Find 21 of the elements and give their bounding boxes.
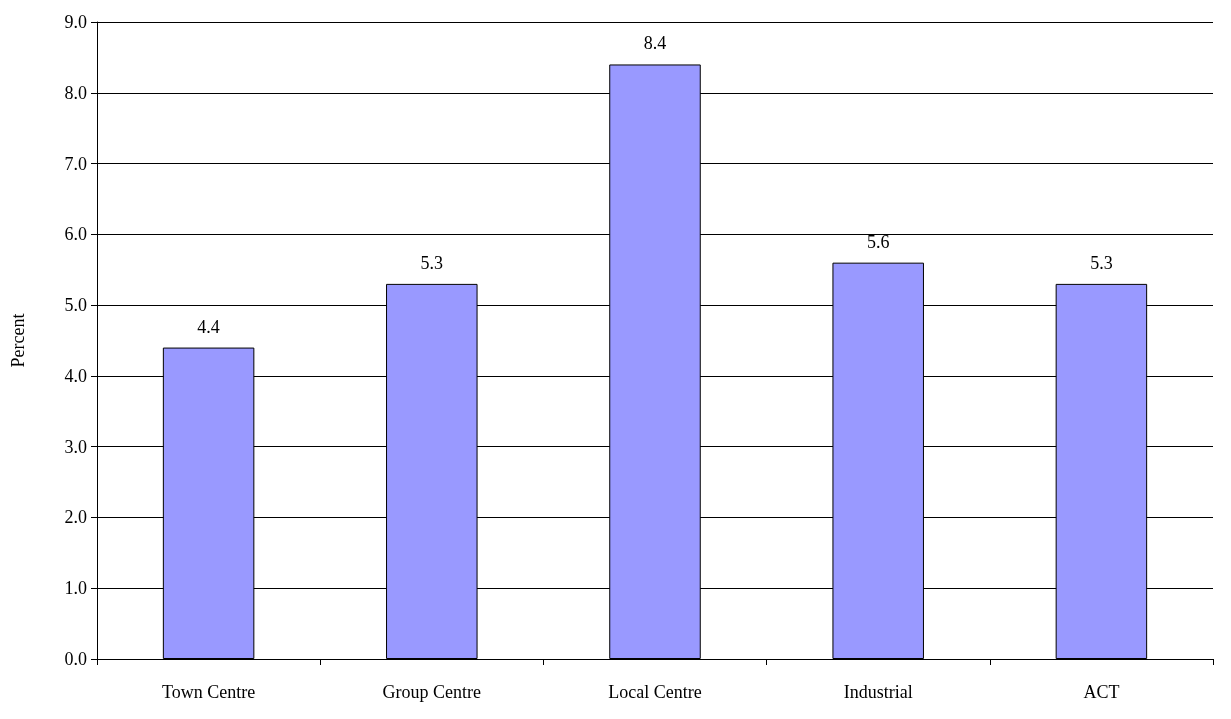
x-tick-label: Town Centre — [161, 682, 256, 702]
y-tick-label: 6.0 — [64, 224, 87, 245]
x-tick-label: Local Centre — [608, 682, 702, 702]
data-label: 5.3 — [420, 252, 444, 273]
x-tick-label: Group Centre — [382, 682, 482, 702]
y-axis-title: Percent — [8, 313, 28, 368]
y-tick-label: 8.0 — [64, 82, 87, 103]
y-tick-label: 2.0 — [64, 507, 87, 528]
y-tick-label: 5.0 — [64, 295, 87, 316]
y-tick-label: 3.0 — [64, 436, 87, 457]
x-tick-label: Industrial — [843, 682, 913, 702]
y-tick-label: 4.0 — [64, 365, 87, 386]
y-tick-label: 0.0 — [64, 649, 87, 669]
data-label: 8.4 — [643, 33, 667, 54]
x-tick-label: ACT — [1083, 682, 1120, 702]
data-label: 5.3 — [1090, 252, 1113, 273]
data-label: 5.6 — [866, 231, 890, 252]
y-tick-label: 1.0 — [64, 578, 87, 599]
y-tick-label: 9.0 — [64, 12, 87, 32]
y-tick-label: 7.0 — [64, 153, 87, 174]
data-label: 4.4 — [197, 316, 220, 337]
